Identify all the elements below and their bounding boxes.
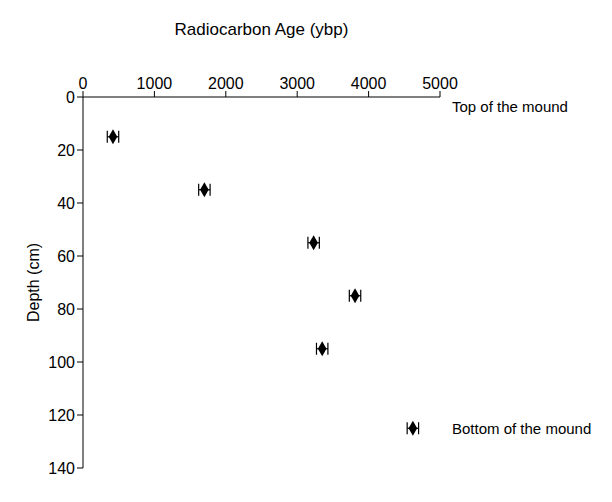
svg-text:2000: 2000 — [208, 75, 244, 92]
svg-text:4000: 4000 — [351, 75, 387, 92]
svg-text:Depth (cm): Depth (cm) — [25, 243, 42, 322]
svg-text:140: 140 — [48, 460, 75, 477]
svg-text:1000: 1000 — [137, 75, 173, 92]
svg-text:20: 20 — [57, 142, 75, 159]
svg-text:3000: 3000 — [279, 75, 315, 92]
svg-text:5000: 5000 — [422, 75, 458, 92]
svg-text:0: 0 — [66, 89, 75, 106]
svg-text:0: 0 — [79, 75, 88, 92]
html-text:Radiocarbon Age (ybp): Radiocarbon Age (ybp) — [174, 20, 349, 39]
svg-text:60: 60 — [57, 248, 75, 265]
svg-text:100: 100 — [48, 354, 75, 371]
html-text:Bottom of the mound: Bottom of the mound — [452, 420, 592, 437]
svg-text:120: 120 — [48, 407, 75, 424]
html-text:Top of the mound: Top of the mound — [452, 98, 568, 115]
svg-text:80: 80 — [57, 301, 75, 318]
svg-text:40: 40 — [57, 195, 75, 212]
